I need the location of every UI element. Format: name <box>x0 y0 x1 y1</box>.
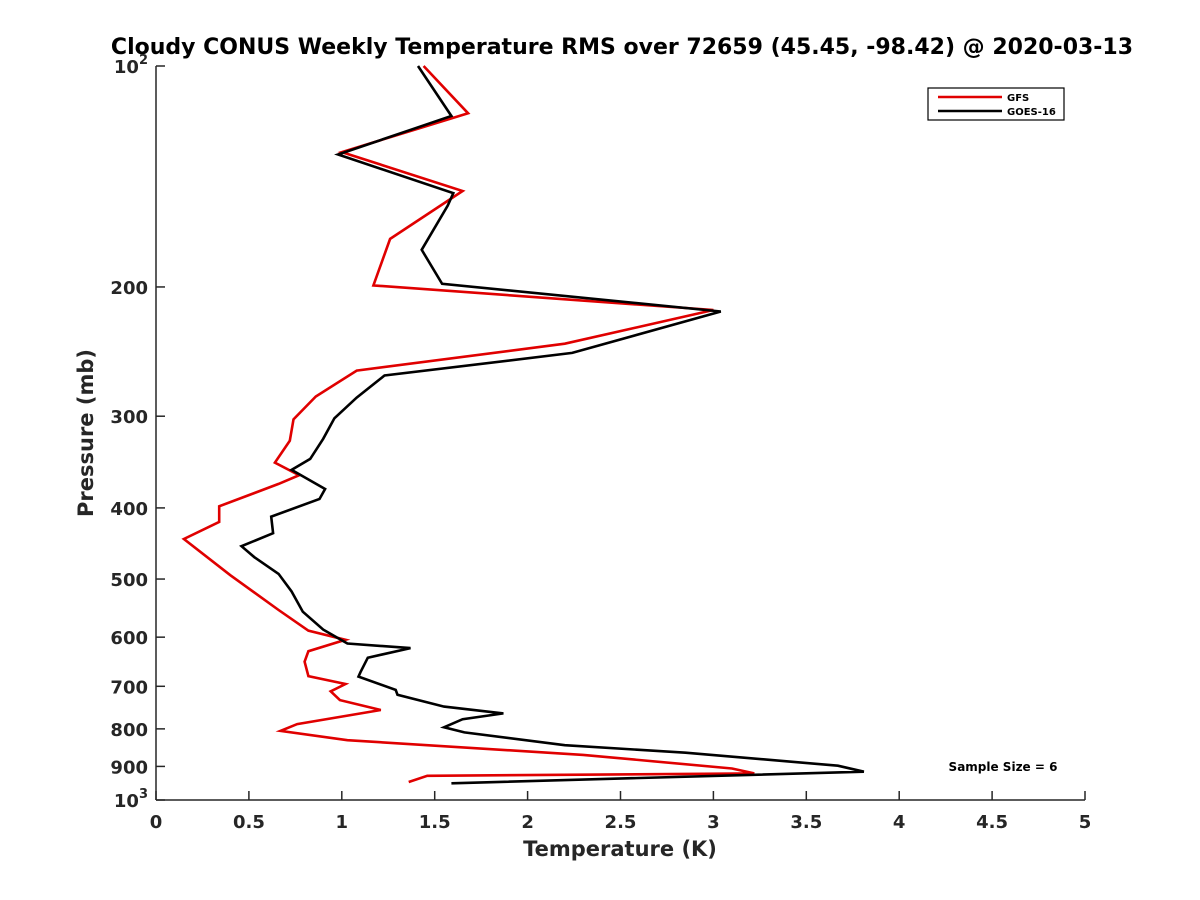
legend: GFS GOES-16 <box>927 87 1065 121</box>
x-tick-label: 2 <box>521 812 534 833</box>
y-ticks: 102 200 300 400 500 600 700 800 900 103 <box>110 53 165 812</box>
x-tick-label: 3 <box>707 812 720 833</box>
x-ticks: 0 0.5 1 1.5 2 2.5 3 3.5 4 4.5 5 <box>150 791 1092 833</box>
x-tick-label: 5 <box>1079 812 1092 833</box>
y-tick-label: 500 <box>110 570 148 591</box>
x-tick-label: 1 <box>336 812 349 833</box>
x-tick-label: 0 <box>150 812 163 833</box>
y-tick-label: 300 <box>110 407 148 428</box>
y-tick-label: 200 <box>110 278 148 299</box>
y-tick-label: 103 <box>114 787 148 812</box>
x-axis-label: Temperature (K) <box>523 837 717 861</box>
x-tick-label: 0.5 <box>233 812 265 833</box>
x-tick-label: 2.5 <box>605 812 637 833</box>
y-tick-label: 600 <box>110 628 148 649</box>
legend-box <box>927 87 1065 121</box>
legend-label-goes16: GOES-16 <box>1007 107 1056 118</box>
x-tick-label: 4.5 <box>976 812 1008 833</box>
x-tick-label: 3.5 <box>790 812 822 833</box>
chart-title: Cloudy CONUS Weekly Temperature RMS over… <box>111 35 1133 60</box>
x-tick-label: 1.5 <box>419 812 451 833</box>
axes-layer <box>155 66 1085 801</box>
y-tick-label: 900 <box>110 757 148 778</box>
y-tick-label: 800 <box>110 720 148 741</box>
series-line-goes16 <box>239 65 865 785</box>
y-tick-label: 102 <box>114 53 148 78</box>
y-tick-label: 400 <box>110 499 148 520</box>
series-line-gfs <box>181 65 755 784</box>
series-layer <box>181 65 865 785</box>
y-axis-label: Pressure (mb) <box>74 349 98 517</box>
x-tick-label: 4 <box>893 812 906 833</box>
legend-label-gfs: GFS <box>1007 93 1029 104</box>
sample-size-annotation: Sample Size = 6 <box>949 760 1058 774</box>
y-tick-label: 700 <box>110 677 148 698</box>
